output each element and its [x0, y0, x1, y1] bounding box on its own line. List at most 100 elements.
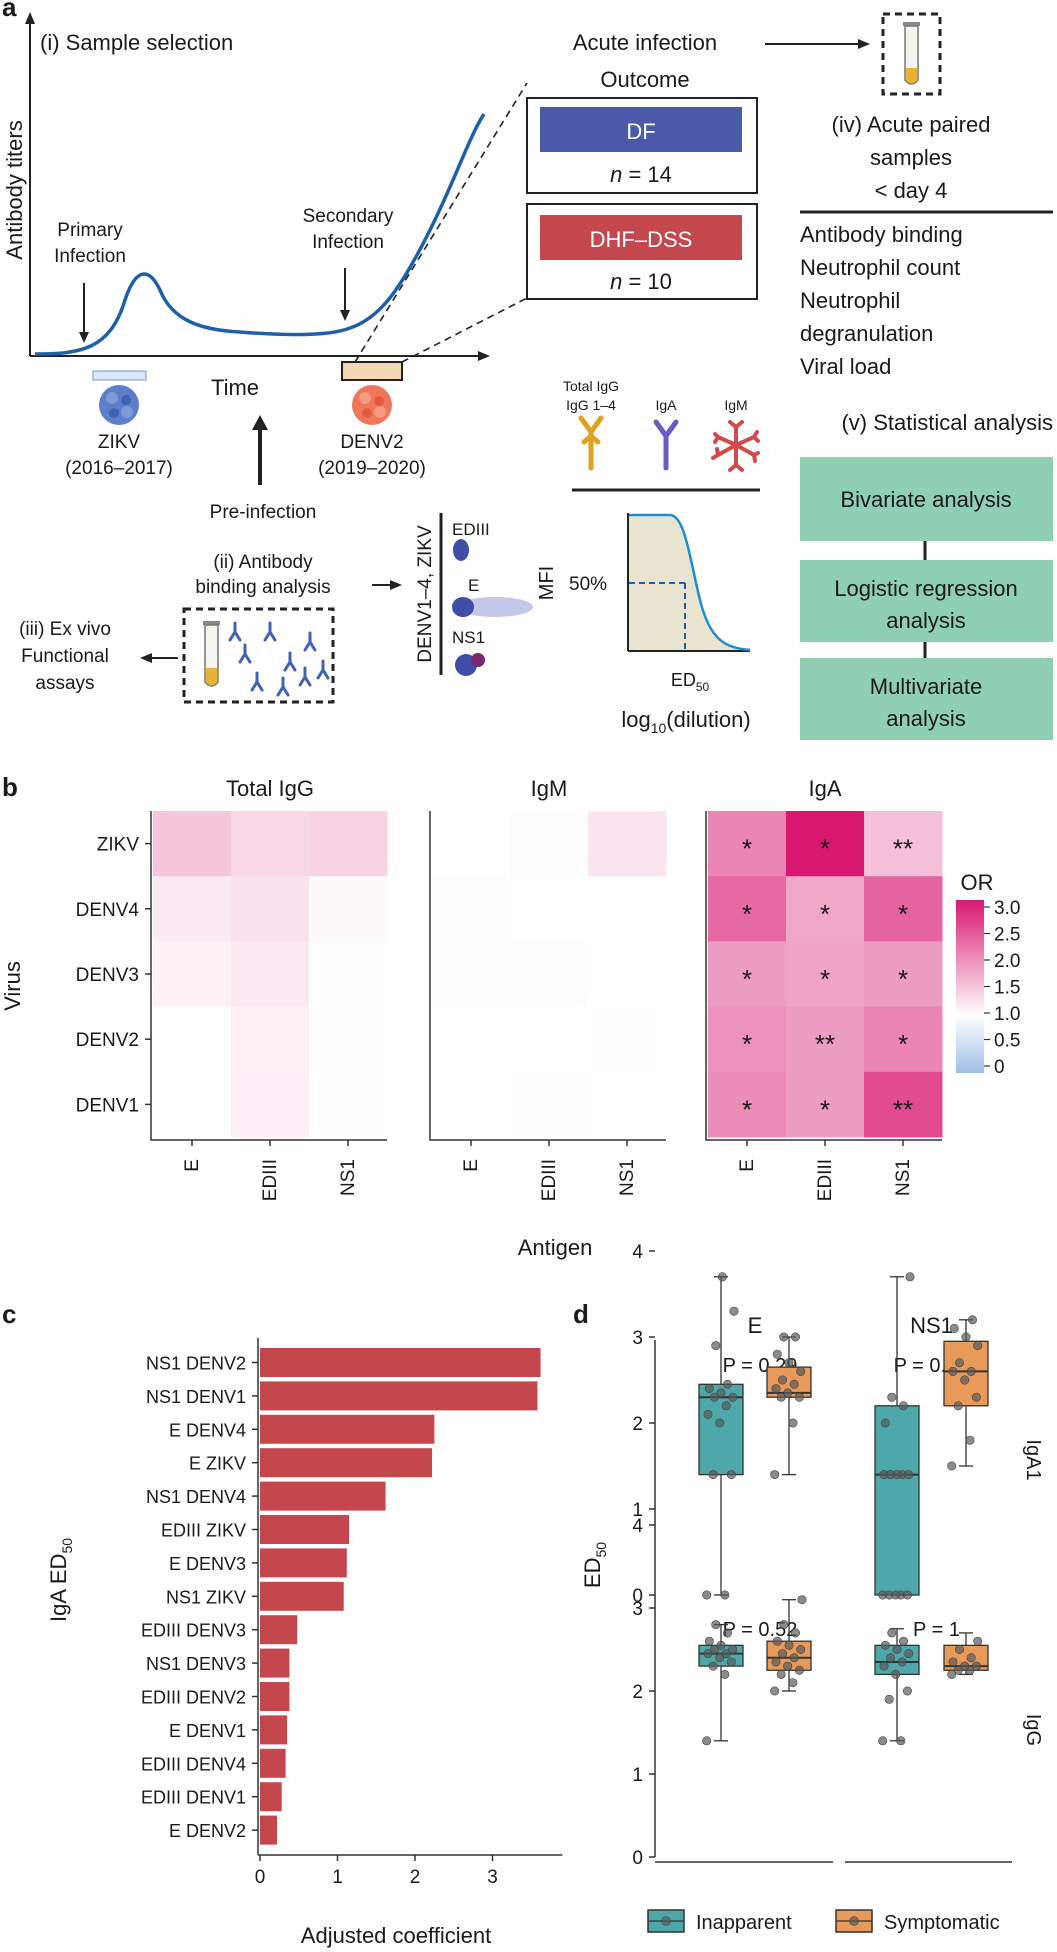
heatmap-cell — [231, 811, 310, 877]
bar-category-label: NS1 DENV3 — [146, 1654, 246, 1674]
box-data-point — [703, 1649, 713, 1659]
heatmap-cell — [510, 941, 589, 1008]
bar — [260, 1782, 282, 1812]
box-data-point — [790, 1332, 800, 1342]
box-y-tick-label: 2 — [632, 1414, 643, 1435]
bar — [260, 1548, 347, 1578]
box-data-point — [770, 1686, 780, 1696]
legend-swatch-point — [661, 1916, 671, 1926]
significance-mark: * — [820, 964, 830, 994]
heatmap-cell — [786, 811, 865, 877]
e-antigen-domain-icon — [452, 597, 474, 617]
box-data-point — [777, 1375, 787, 1385]
bar — [260, 1682, 290, 1711]
ediii-antigen-icon — [453, 539, 469, 561]
box-data-point — [711, 1341, 721, 1351]
box-y-tick-label: 0 — [632, 1586, 643, 1607]
denv2-virus-icon — [352, 385, 392, 425]
colorbar-tick-label: 0.5 — [994, 1031, 1020, 1052]
box-y-tick-label: 3 — [632, 1599, 643, 1620]
secondary-arrowhead — [340, 310, 350, 321]
zikv-sample-bar — [92, 370, 147, 381]
box-data-point — [772, 1349, 782, 1359]
denv2-label: DENV2 — [340, 432, 403, 453]
total-igg-label-1: Total IgG — [563, 378, 619, 394]
denv2-sample-bar — [341, 361, 403, 381]
bar-x-tick-label: 0 — [255, 1867, 266, 1888]
heatmap-cell — [231, 1071, 310, 1138]
box-data-point — [708, 1661, 718, 1671]
heatmap-cell — [153, 811, 232, 877]
heatmap-col-label: E — [737, 1159, 758, 1172]
heatmap-cell — [309, 941, 388, 1008]
box-data-point — [794, 1392, 804, 1402]
heatmap-cell — [231, 1006, 310, 1073]
significance-mark: ** — [893, 834, 913, 864]
bar-category-label: E ZIKV — [189, 1454, 246, 1474]
significance-mark: * — [898, 899, 908, 929]
legend-label: Symptomatic — [884, 1912, 1000, 1934]
measure-item: Viral load — [800, 354, 891, 379]
box-data-point — [709, 1645, 719, 1655]
significance-mark: * — [898, 1029, 908, 1059]
heatmap-cell — [309, 1071, 388, 1138]
heatmap-axes — [429, 811, 666, 1141]
box-data-point — [720, 1669, 730, 1679]
bar-category-label: E DENV2 — [169, 1821, 246, 1841]
acute-infection-label: Acute infection — [573, 30, 717, 55]
bar-category-label: EDIII DENV1 — [141, 1788, 246, 1808]
box-data-point — [891, 1590, 901, 1600]
df-label: DF — [626, 119, 655, 144]
zoom-line-top — [354, 82, 528, 363]
box-data-point — [961, 1332, 971, 1342]
bar — [260, 1715, 288, 1745]
box-y-tick-label: 4 — [632, 1516, 643, 1537]
box-data-point — [776, 1392, 786, 1402]
box-data-point — [726, 1470, 736, 1480]
zoom-line-bottom — [401, 297, 528, 363]
heatmap-col-label: NS1 — [617, 1159, 638, 1196]
to-paired-arrowhead — [858, 39, 870, 49]
heatmap-cell — [432, 811, 511, 877]
iga-label: IgA — [655, 397, 677, 413]
bar-chart-x-axis-label: Adjusted coefficient — [301, 1923, 491, 1948]
exvivo-line2: Functional — [21, 646, 109, 667]
box-data-point — [892, 1470, 902, 1480]
heatmap-cell — [432, 876, 511, 942]
panel-d-letter: d — [573, 1299, 589, 1329]
heatmap-axes — [150, 811, 387, 1141]
box-data-point — [878, 1736, 888, 1746]
heatmap-cell — [231, 876, 310, 942]
box-data-point — [884, 1694, 894, 1704]
box-data-point — [794, 1665, 804, 1675]
box-data-point — [702, 1590, 712, 1600]
bar — [260, 1748, 286, 1778]
bar-category-label: NS1 DENV2 — [146, 1354, 246, 1374]
primary-infection-label-2: Infection — [54, 246, 126, 267]
box-inapparent — [874, 1405, 920, 1596]
p-value-label: P = 1 — [913, 1619, 960, 1641]
significance-mark: * — [820, 834, 830, 864]
box-data-point — [717, 1272, 727, 1282]
bar — [260, 1815, 278, 1845]
box-data-point — [892, 1645, 902, 1655]
heatmap-cell — [309, 1006, 388, 1073]
denv2-years: (2019–2020) — [318, 458, 426, 479]
box-column-title: NS1 — [910, 1313, 953, 1338]
antigen-virus-axis: DENV1–4, ZIKV — [415, 525, 436, 663]
box-data-point — [905, 1272, 915, 1282]
heatmap-cell — [153, 941, 232, 1008]
heatmap-col-label: E — [182, 1159, 203, 1172]
heatmap-cell — [864, 1071, 943, 1138]
secondary-infection-label-2: Infection — [312, 232, 384, 253]
paired-samples-line2: samples — [870, 145, 952, 170]
colorbar-tick-label: 2.0 — [994, 951, 1020, 972]
box-data-point — [784, 1358, 794, 1368]
box-data-point — [880, 1418, 890, 1428]
bar-category-label: E DENV4 — [169, 1420, 246, 1440]
box-data-point — [708, 1470, 718, 1480]
heatmap-col-label: EDIII — [539, 1159, 560, 1201]
mfi-curve-fill — [629, 515, 750, 650]
box-data-point — [722, 1628, 732, 1638]
heatmap-cell — [432, 1006, 511, 1073]
